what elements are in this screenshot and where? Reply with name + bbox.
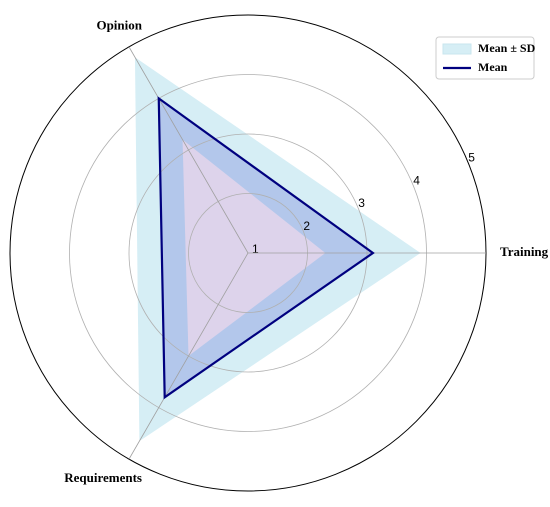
plot-area: 1 2 3 4 5 Training Opinion Requirements — [9, 14, 549, 492]
axis-spoke — [128, 46, 249, 254]
sd-band-lower — [182, 139, 326, 357]
legend: Mean ± SD Mean — [435, 36, 536, 80]
r-tick-label: 4 — [413, 173, 420, 187]
category-label: Requirements — [64, 470, 142, 485]
axis-spoke — [128, 252, 249, 460]
r-tick-label: 3 — [358, 196, 365, 210]
r-tick-label: 2 — [303, 219, 310, 233]
r-tick-label: 5 — [468, 151, 475, 165]
category-label: Training — [500, 244, 549, 259]
mean-line — [157, 96, 375, 400]
legend-swatch — [442, 43, 472, 55]
category-label: Opinion — [96, 18, 142, 33]
legend-label: Mean — [478, 60, 508, 74]
r-tick-label: 1 — [252, 242, 259, 256]
legend-label: Mean ± SD — [478, 41, 536, 55]
